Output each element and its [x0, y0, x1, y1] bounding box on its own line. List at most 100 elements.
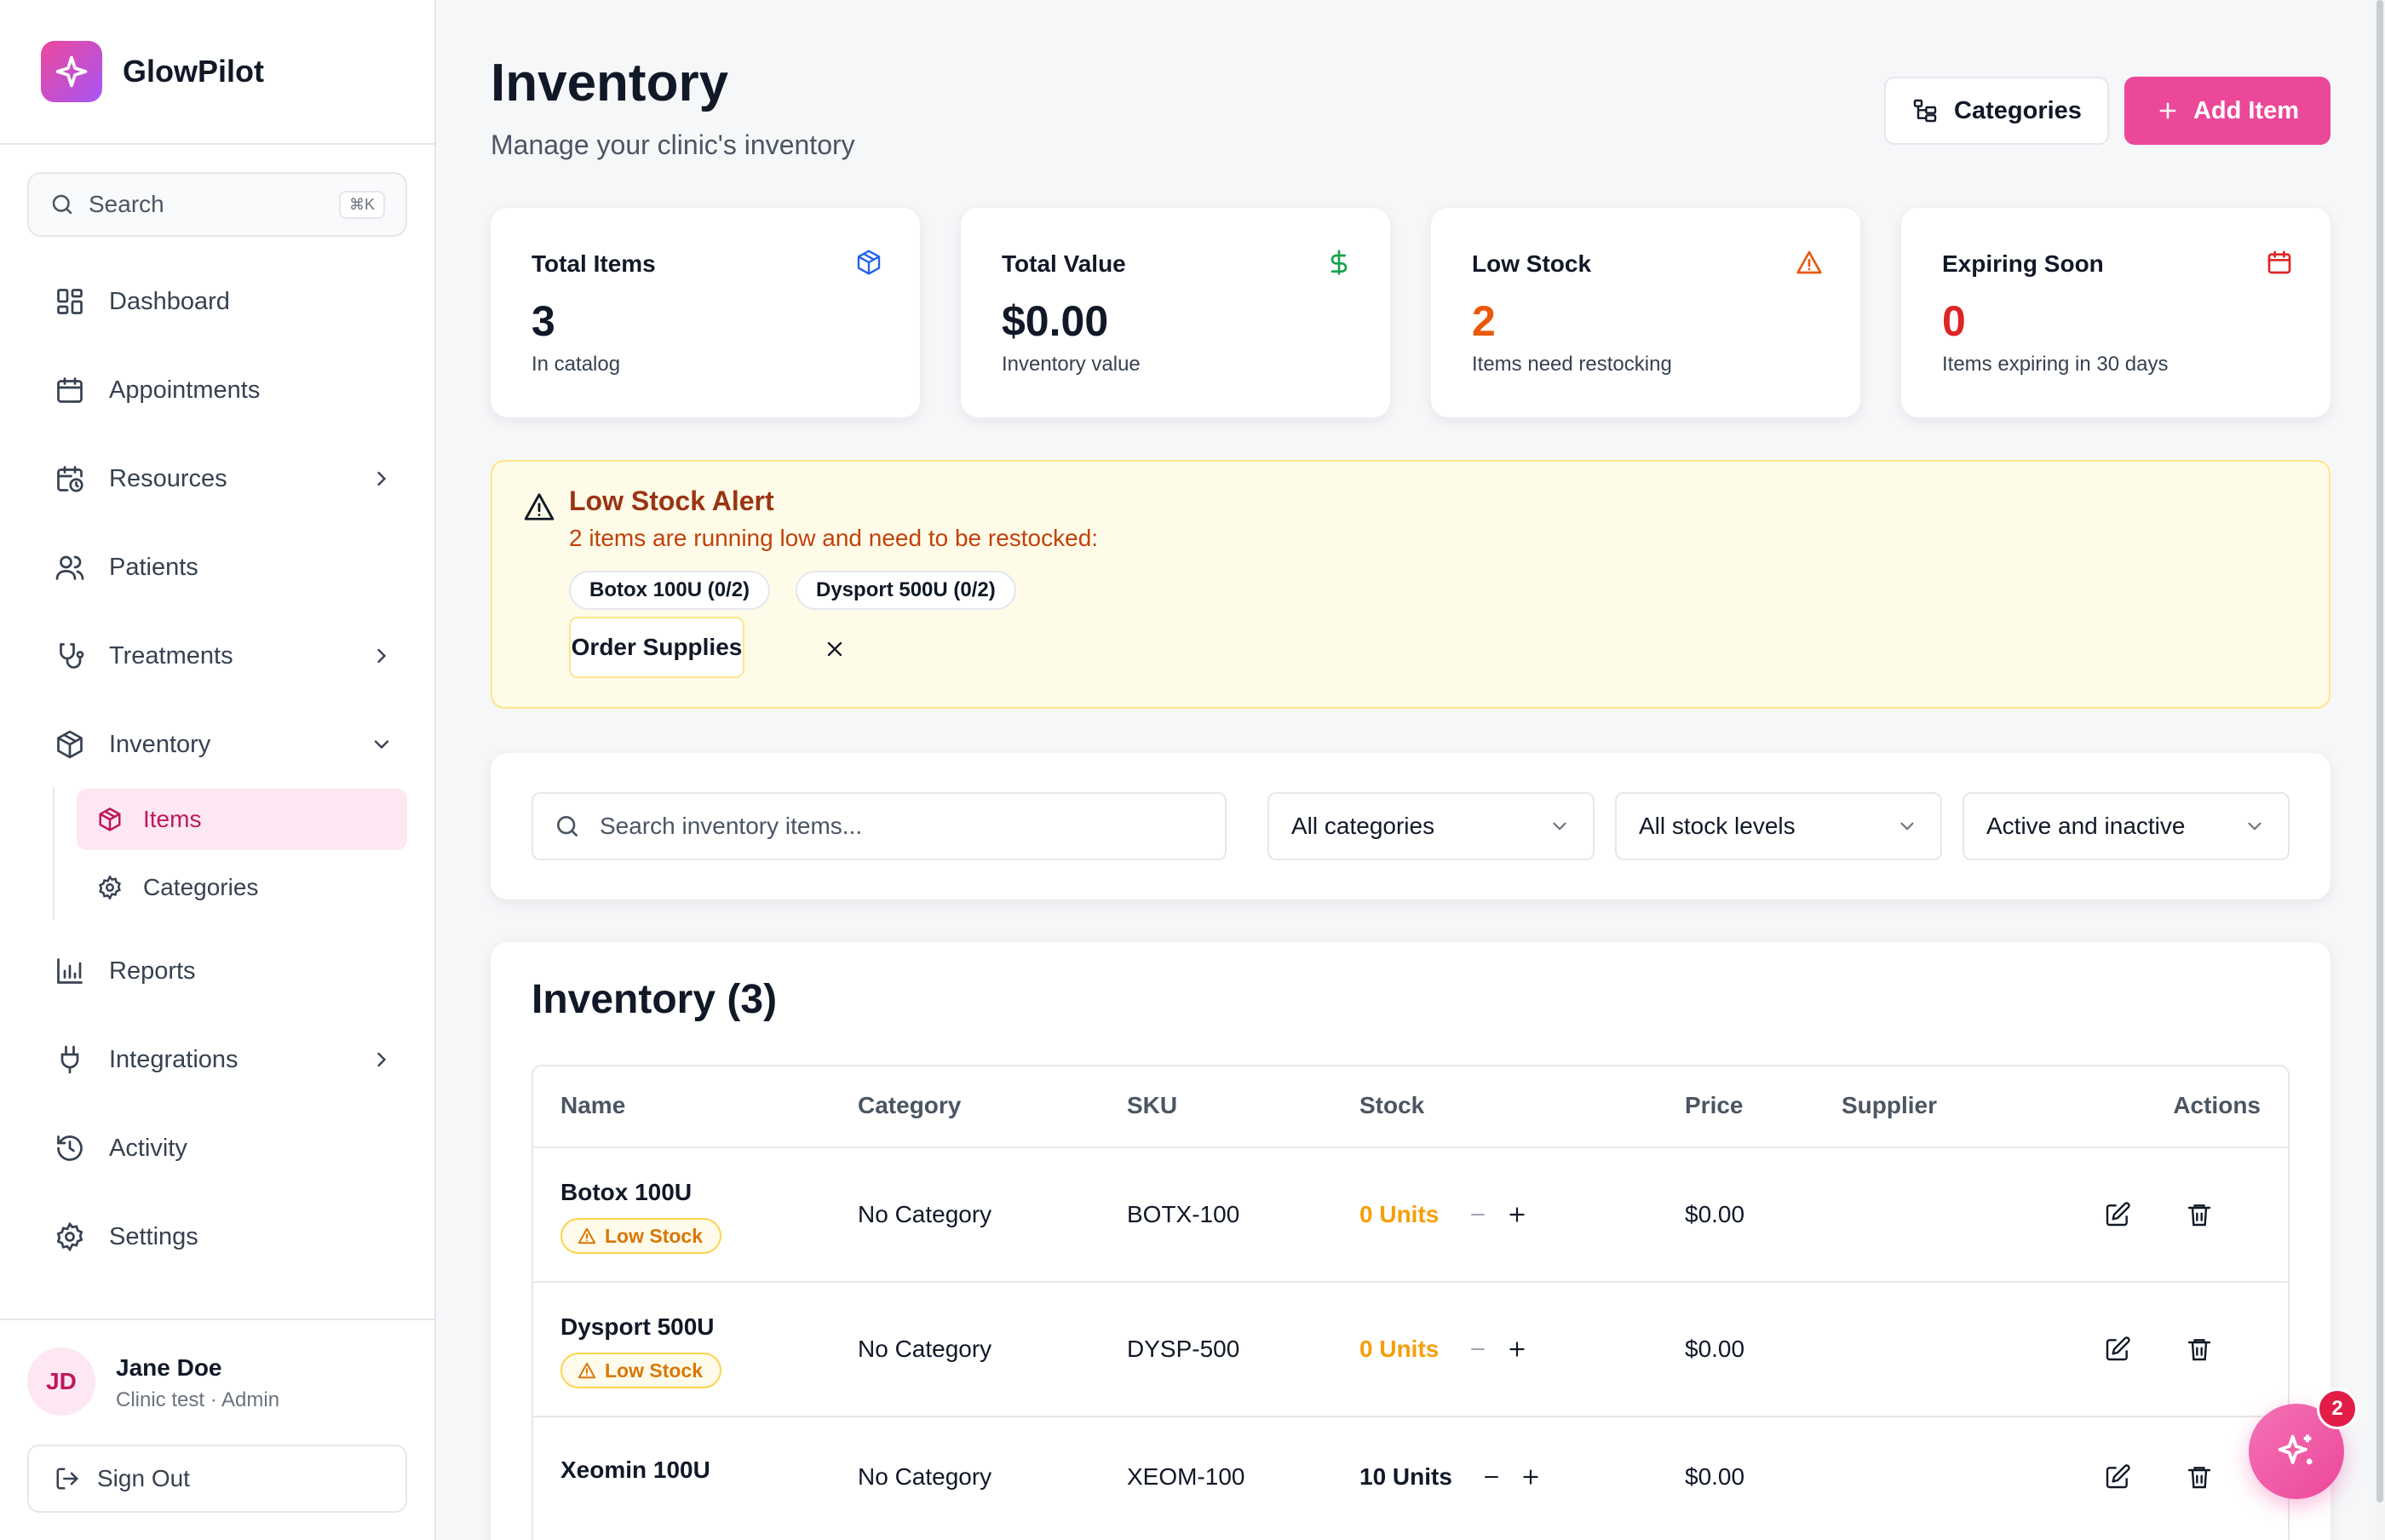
search-placeholder: Search inventory items... — [600, 813, 863, 839]
sidebar-item-settings[interactable]: Settings — [34, 1206, 409, 1267]
order-supplies-button[interactable]: Order Supplies — [569, 617, 744, 678]
increment-stock-button[interactable] — [1503, 1335, 1532, 1364]
package-icon — [53, 727, 87, 761]
sign-out-button[interactable]: Sign Out — [27, 1445, 407, 1513]
sidebar-search[interactable]: Search ⌘K — [27, 172, 407, 237]
sidebar-item-patients[interactable]: Patients — [34, 537, 409, 598]
decrement-stock-button[interactable] — [1477, 1462, 1506, 1491]
stat-desc: In catalog — [532, 353, 621, 376]
sidebar-item-activity[interactable]: Activity — [34, 1118, 409, 1179]
sidebar-subitem-label: Categories — [143, 874, 259, 900]
item-name[interactable]: Xeomin 100U — [560, 1457, 710, 1483]
low-stock-chip[interactable]: Dysport 500U (0/2) — [796, 571, 1016, 610]
chevron-right-icon[interactable] — [370, 1048, 394, 1072]
stat-card-expiring-soon: Expiring Soon 0 Items expiring in 30 day… — [1901, 208, 2330, 417]
sidebar: GlowPilot Search ⌘K Dashboard Appointmen… — [0, 0, 436, 1540]
folder-tree-icon — [1911, 97, 1939, 124]
decrement-stock-button[interactable] — [1463, 1200, 1492, 1229]
gear-icon — [53, 1220, 87, 1254]
stat-value: 2 — [1472, 297, 1496, 345]
brand-name[interactable]: GlowPilot — [123, 54, 264, 89]
increment-stock-button[interactable] — [1503, 1200, 1532, 1229]
package-icon — [97, 807, 123, 832]
close-icon[interactable] — [818, 632, 852, 666]
status-select-value: Active and inactive — [1986, 813, 2186, 839]
plus-icon — [2156, 99, 2180, 123]
column-header[interactable]: Stock — [1359, 1092, 1425, 1118]
add-item-button-label: Add Item — [2192, 96, 2300, 124]
sidebar-item-label: Reports — [109, 957, 196, 985]
low-stock-chip[interactable]: Botox 100U (0/2) — [569, 571, 771, 610]
package-icon — [855, 249, 882, 276]
stock-level-select[interactable]: All stock levels — [1615, 792, 1942, 860]
alert-message: 2 items are running low and need to be r… — [569, 525, 1099, 551]
inventory-table-card: Inventory (3) Name Category SKU Stock Pr… — [491, 942, 2330, 1540]
column-header[interactable]: Supplier — [1842, 1092, 1938, 1118]
stat-value: $0.00 — [1002, 297, 1109, 345]
user-block: JD Jane Doe Clinic test · Admin Sign Out — [0, 1319, 434, 1540]
chevron-right-icon[interactable] — [370, 644, 394, 668]
warning-icon — [578, 1227, 596, 1245]
sidebar-subitem-items[interactable]: Items — [77, 789, 407, 850]
categories-button-label: Categories — [1954, 96, 2082, 124]
edit-icon[interactable] — [2099, 1196, 2136, 1233]
item-sku: BOTX-100 — [1127, 1201, 1240, 1227]
sidebar-subitem-categories[interactable]: Categories — [77, 857, 407, 918]
edit-icon[interactable] — [2099, 1330, 2136, 1368]
sidebar-item-reports[interactable]: Reports — [34, 940, 409, 1002]
trash-icon[interactable] — [2181, 1196, 2218, 1233]
avatar[interactable]: JD — [27, 1348, 95, 1416]
history-icon — [53, 1131, 87, 1165]
trash-icon[interactable] — [2181, 1458, 2218, 1496]
search-icon — [49, 192, 75, 217]
chevron-down-icon — [1549, 815, 1571, 837]
table-row[interactable]: Dysport 500U Low Stock No Category DYSP-… — [533, 1283, 2288, 1417]
add-item-button[interactable]: Add Item — [2124, 77, 2330, 145]
grid-icon — [53, 284, 87, 319]
chevron-right-icon[interactable] — [370, 467, 394, 491]
table-header: Name Category SKU Stock Price Supplier A… — [533, 1066, 2288, 1148]
category-select[interactable]: All categories — [1267, 792, 1595, 860]
item-price: $0.00 — [1685, 1201, 1745, 1227]
increment-stock-button[interactable] — [1516, 1462, 1545, 1491]
item-name[interactable]: Botox 100U — [560, 1179, 693, 1205]
table-row[interactable]: Xeomin 100U No Category XEOM-100 10 Unit… — [533, 1417, 2288, 1540]
sidebar-item-label: Treatments — [109, 641, 233, 669]
dollar-icon — [1325, 249, 1353, 276]
item-name[interactable]: Dysport 500U — [560, 1313, 715, 1340]
stethoscope-icon — [53, 639, 87, 673]
sidebar-item-label: Resources — [109, 464, 227, 492]
chevron-down-icon — [1896, 815, 1918, 837]
status-select[interactable]: Active and inactive — [1963, 792, 2290, 860]
column-header[interactable]: Price — [1685, 1092, 1744, 1118]
chevron-down-icon[interactable] — [370, 733, 394, 756]
chevron-down-icon — [2244, 815, 2266, 837]
edit-icon[interactable] — [2099, 1458, 2136, 1496]
status-badge-label: Low Stock — [605, 1359, 704, 1382]
warning-icon — [1796, 249, 1823, 276]
sidebar-item-inventory[interactable]: Inventory — [34, 714, 409, 775]
sidebar-item-resources[interactable]: Resources — [34, 448, 409, 509]
categories-button[interactable]: Categories — [1884, 77, 2109, 145]
decrement-stock-button[interactable] — [1463, 1335, 1492, 1364]
table-row[interactable]: Botox 100U Low Stock No Category BOTX-10… — [533, 1148, 2288, 1283]
item-stock: 0 Units — [1359, 1201, 1440, 1227]
column-header: Actions — [2173, 1092, 2261, 1118]
sidebar-item-dashboard[interactable]: Dashboard — [34, 271, 409, 332]
sidebar-item-appointments[interactable]: Appointments — [34, 359, 409, 421]
sidebar-item-integrations[interactable]: Integrations — [34, 1029, 409, 1090]
scrollbar-thumb[interactable] — [2376, 0, 2383, 1503]
item-price: $0.00 — [1685, 1463, 1745, 1490]
stat-card-total-value: Total Value $0.00 Inventory value — [961, 208, 1390, 417]
column-header[interactable]: Category — [858, 1092, 962, 1118]
column-header[interactable]: SKU — [1127, 1092, 1178, 1118]
sidebar-item-treatments[interactable]: Treatments — [34, 625, 409, 687]
column-header[interactable]: Name — [560, 1092, 626, 1118]
sparkle-icon[interactable] — [41, 41, 102, 102]
category-select-value: All categories — [1291, 813, 1435, 839]
trash-icon[interactable] — [2181, 1330, 2218, 1368]
filter-bar: Search inventory items... All categories… — [491, 753, 2330, 899]
inventory-search-input[interactable]: Search inventory items... — [532, 792, 1227, 860]
item-stock: 10 Units — [1359, 1463, 1452, 1490]
plug-icon — [53, 1043, 87, 1077]
